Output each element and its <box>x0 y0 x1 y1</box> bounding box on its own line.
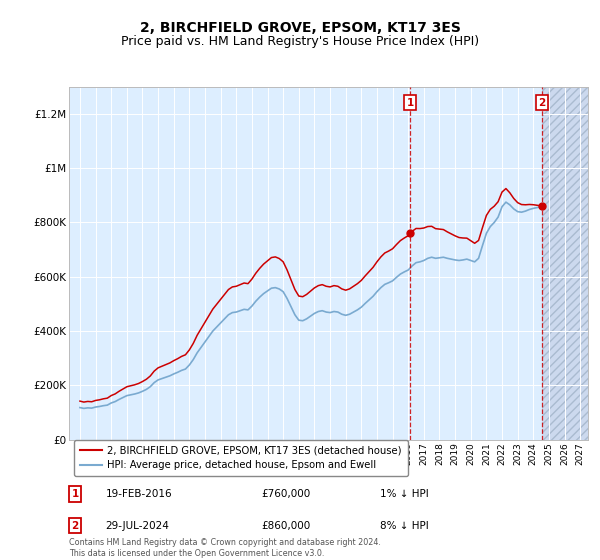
Text: 2: 2 <box>539 97 546 108</box>
Text: 8% ↓ HPI: 8% ↓ HPI <box>380 521 429 531</box>
Text: 1% ↓ HPI: 1% ↓ HPI <box>380 489 429 499</box>
Text: £760,000: £760,000 <box>261 489 310 499</box>
Text: 2, BIRCHFIELD GROVE, EPSOM, KT17 3ES: 2, BIRCHFIELD GROVE, EPSOM, KT17 3ES <box>140 21 460 35</box>
Text: 2: 2 <box>71 521 79 531</box>
Bar <box>542 87 588 440</box>
Text: Price paid vs. HM Land Registry's House Price Index (HPI): Price paid vs. HM Land Registry's House … <box>121 35 479 48</box>
Legend: 2, BIRCHFIELD GROVE, EPSOM, KT17 3ES (detached house), HPI: Average price, detac: 2, BIRCHFIELD GROVE, EPSOM, KT17 3ES (de… <box>74 440 407 477</box>
Text: Contains HM Land Registry data © Crown copyright and database right 2024.
This d: Contains HM Land Registry data © Crown c… <box>69 538 381 558</box>
Text: 29-JUL-2024: 29-JUL-2024 <box>106 521 169 531</box>
Text: 1: 1 <box>71 489 79 499</box>
Text: 1: 1 <box>406 97 414 108</box>
Text: £860,000: £860,000 <box>261 521 310 531</box>
Text: 19-FEB-2016: 19-FEB-2016 <box>106 489 172 499</box>
